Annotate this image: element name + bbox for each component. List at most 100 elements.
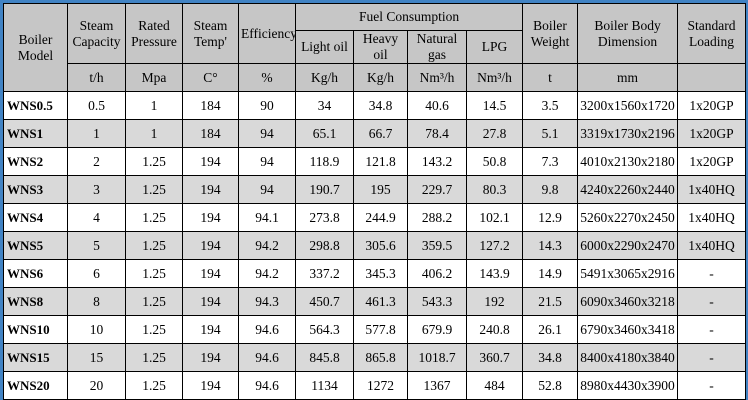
row-model-label: WNS5 <box>3 231 68 261</box>
row-model-label: WNS3 <box>3 175 68 205</box>
row-model-label: WNS10 <box>3 315 68 345</box>
cell-value: 1x40HQ <box>677 175 747 205</box>
table-row: WNS8 8 1.25 194 94.3 450.7 461.3 543.3 192 21.5 60… <box>3 287 747 317</box>
table-body: WNS0.5 0.5 1 184 90 34 34.8 40.6 14.5 3.5 3200x156… <box>3 91 747 400</box>
boiler-spec-table: Boiler Model Steam Capacity Rated Pressu… <box>3 2 747 400</box>
header-heavy-oil: Heavy oil <box>353 29 408 65</box>
cell-value: 1x40HQ <box>677 203 747 233</box>
cell-value: 406.2 <box>407 259 467 289</box>
cell-value: 94.1 <box>238 203 296 233</box>
cell-value: 194 <box>182 315 239 345</box>
cell-value: 143.2 <box>407 147 467 177</box>
unit-rated-pressure: Mpa <box>125 63 183 93</box>
row-model-label: WNS1 <box>3 119 68 149</box>
unit-boiler-weight: t <box>522 63 579 93</box>
cell-value: 20 <box>67 371 126 400</box>
cell-value: 34.8 <box>522 343 579 373</box>
cell-value: 50.8 <box>465 147 524 177</box>
cell-value: 845.8 <box>295 343 354 373</box>
cell-value: 9.8 <box>522 175 579 205</box>
cell-value: 564.3 <box>295 315 354 345</box>
cell-value: 94.2 <box>238 259 296 289</box>
cell-value: 52.8 <box>522 371 579 400</box>
cell-value: 194 <box>182 259 239 289</box>
cell-value: 192 <box>465 287 524 317</box>
cell-value: 12.9 <box>522 203 579 233</box>
cell-value: 1.25 <box>125 315 183 345</box>
header-boiler-weight: Boiler Weight <box>522 2 579 65</box>
header-efficiency: Efficiency <box>238 2 296 65</box>
cell-value: 6 <box>67 259 126 289</box>
unit-boiler-body-dimension: mm <box>577 63 679 93</box>
cell-value: 78.4 <box>407 119 467 149</box>
cell-value: 1x40HQ <box>677 231 747 261</box>
cell-value: - <box>677 315 747 345</box>
cell-value: - <box>677 371 747 400</box>
cell-value: 1134 <box>295 371 354 400</box>
cell-value: 14.3 <box>522 231 579 261</box>
cell-value: 194 <box>182 203 239 233</box>
table-row: WNS2 2 1.25 194 94 118.9 121.8 143.2 50.8 7.3 4010… <box>3 147 747 177</box>
header-fuel-consumption-group: Fuel Consumption <box>294 3 524 31</box>
cell-value: 121.8 <box>353 147 408 177</box>
cell-value: 484 <box>465 371 524 400</box>
cell-value: 8400x4180x3840 <box>577 343 679 373</box>
unit-heavy-oil: Kg/h <box>353 63 408 93</box>
cell-value: 1272 <box>353 371 408 400</box>
cell-value: 0.5 <box>67 91 126 121</box>
header-steam-capacity: Steam Capacity <box>67 2 126 65</box>
unit-steam-temp: C° <box>182 63 239 93</box>
unit-standard-loading <box>677 63 747 93</box>
cell-value: 34.8 <box>353 91 408 121</box>
cell-value: 461.3 <box>353 287 408 317</box>
cell-value: 359.5 <box>407 231 467 261</box>
cell-value: - <box>677 343 747 373</box>
cell-value: 8 <box>67 287 126 317</box>
cell-value: 27.8 <box>465 119 524 149</box>
cell-value: 337.2 <box>295 259 354 289</box>
header-steam-temp: Steam Temp' <box>182 2 239 65</box>
cell-value: 184 <box>182 119 239 149</box>
cell-value: 1.25 <box>125 343 183 373</box>
cell-value: 1.25 <box>125 371 183 400</box>
cell-value: 195 <box>353 175 408 205</box>
table-row: WNS1 1 1 184 94 65.1 66.7 78.4 27.8 5.1 3319x1730x… <box>3 119 747 149</box>
cell-value: 577.8 <box>353 315 408 345</box>
cell-value: 2 <box>67 147 126 177</box>
cell-value: 1x20GP <box>677 119 747 149</box>
cell-value: 1 <box>125 91 183 121</box>
cell-value: 21.5 <box>522 287 579 317</box>
cell-value: 194 <box>182 175 239 205</box>
row-model-label: WNS8 <box>3 287 68 317</box>
cell-value: 1.25 <box>125 287 183 317</box>
cell-value: 1 <box>67 119 126 149</box>
cell-value: 80.3 <box>465 175 524 205</box>
cell-value: 194 <box>182 287 239 317</box>
cell-value: 26.1 <box>522 315 579 345</box>
cell-value: 94.2 <box>238 231 296 261</box>
header-boiler-body-dimension: Boiler Body Dimension <box>577 2 679 65</box>
cell-value: 94.3 <box>238 287 296 317</box>
header-standard-loading: Standard Loading <box>677 2 747 65</box>
cell-value: - <box>677 287 747 317</box>
cell-value: 3 <box>67 175 126 205</box>
unit-natural-gas: Nm³/h <box>407 63 467 93</box>
cell-value: 102.1 <box>465 203 524 233</box>
cell-value: 3200x1560x1720 <box>577 91 679 121</box>
table-row: WNS6 6 1.25 194 94.2 337.2 345.3 406.2 143.9 14.9… <box>3 259 747 289</box>
cell-value: 345.3 <box>353 259 408 289</box>
header-row-group: Boiler Model Steam Capacity Rated Pressu… <box>3 2 747 93</box>
cell-value: 240.8 <box>465 315 524 345</box>
cell-value: 1 <box>125 119 183 149</box>
cell-value: 273.8 <box>295 203 354 233</box>
cell-value: 450.7 <box>295 287 354 317</box>
cell-value: 94 <box>238 147 296 177</box>
table-row: WNS20 20 1.25 194 94.6 1134 1272 1367 484 52.8 898… <box>3 371 747 400</box>
table-row: WNS15 15 1.25 194 94.6 845.8 865.8 1018.7 360.7 3… <box>3 343 747 373</box>
cell-value: 4240x2260x2440 <box>577 175 679 205</box>
cell-value: 40.6 <box>407 91 467 121</box>
cell-value: 244.9 <box>353 203 408 233</box>
cell-value: 8980x4430x3900 <box>577 371 679 400</box>
cell-value: 6000x2290x2470 <box>577 231 679 261</box>
row-model-label: WNS20 <box>3 371 68 400</box>
